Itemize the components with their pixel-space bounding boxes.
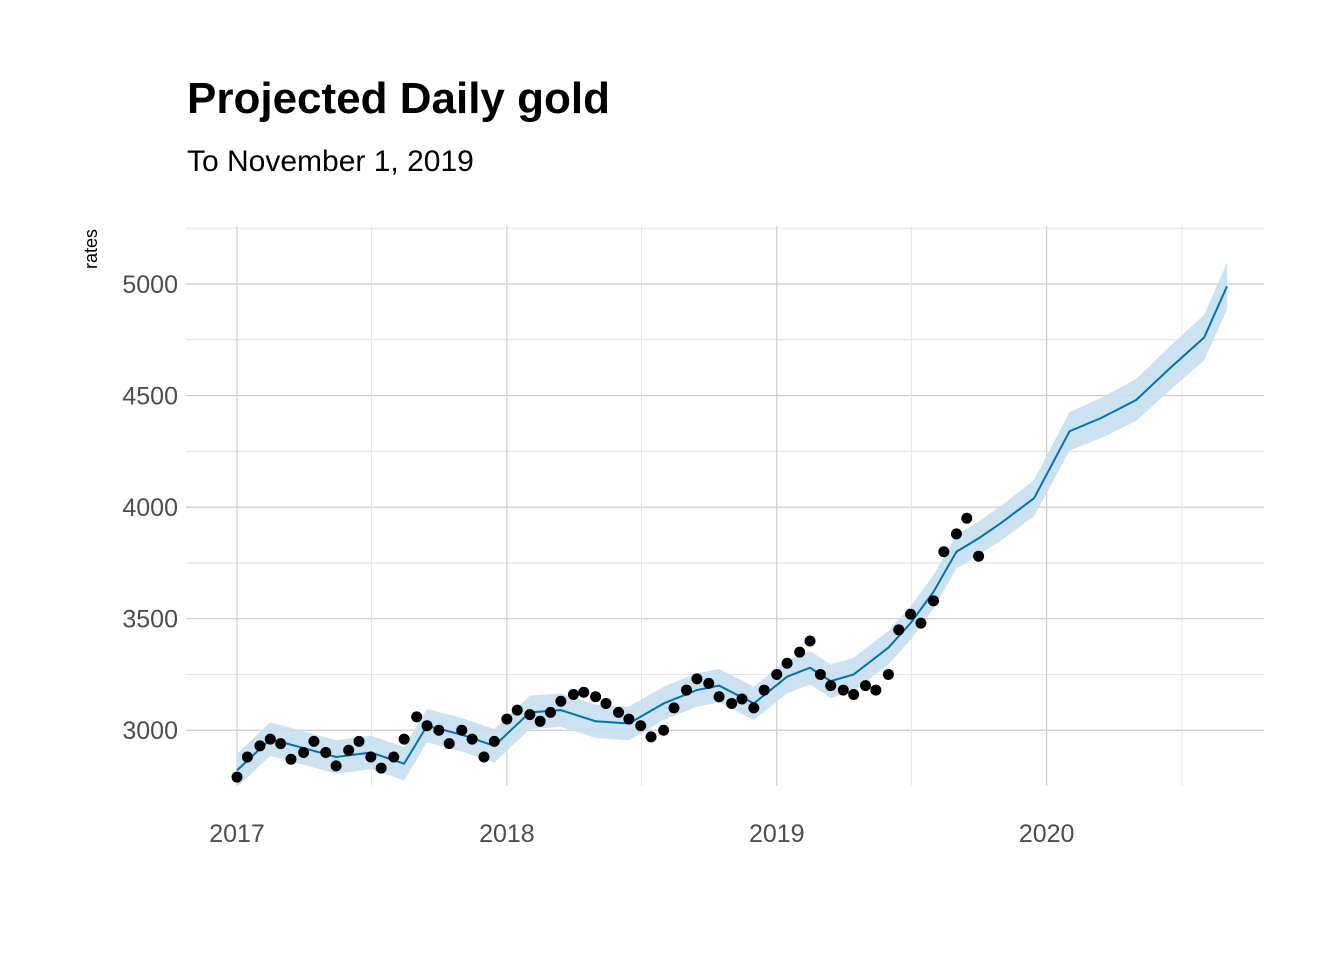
observed-points [231,512,985,783]
data-point [658,724,670,736]
data-point [411,711,423,723]
data-point [365,751,377,763]
data-point [781,657,793,669]
data-point [736,693,748,705]
data-point [545,706,557,718]
data-point [668,702,680,714]
data-point [567,689,579,701]
data-point [691,673,703,685]
data-point [915,617,927,629]
data-point [275,738,287,750]
data-point [330,760,342,772]
data-point [961,512,973,524]
x-axis-ticks: 2017 2018 2019 2020 [209,820,1074,848]
data-point [524,709,536,721]
data-point [859,680,871,692]
data-point [848,689,860,701]
data-point [478,751,490,763]
y-tick-label: 5000 [122,271,178,299]
data-point [771,668,783,680]
data-point [433,724,445,736]
data-point [870,684,882,696]
data-point [254,740,266,752]
y-tick-label: 4000 [122,494,178,522]
data-point [488,735,500,747]
grid [186,226,1264,786]
forecast-line [236,285,1228,772]
data-point [613,706,625,718]
y-axis-label: rates [81,229,101,269]
data-point [794,646,806,658]
data-point [511,704,523,716]
data-point [635,720,647,732]
data-point [534,715,546,727]
data-point [466,733,478,745]
data-point [353,735,365,747]
chart-title: Projected Daily gold [187,74,610,123]
x-tick-label: 2019 [749,820,805,848]
data-point [928,595,940,607]
y-axis-ticks: 3000 3500 4000 4500 5000 [122,271,178,745]
data-point [375,762,387,774]
data-point [882,668,894,680]
data-point [726,697,738,709]
data-point [555,695,567,707]
data-point [825,680,837,692]
forecast-line-group [236,285,1228,772]
data-point [950,528,962,540]
data-point [837,684,849,696]
data-point [285,753,297,765]
data-point [748,702,760,714]
data-point [804,635,816,647]
confidence-band [237,262,1228,788]
data-point [320,747,332,759]
data-point [814,668,826,680]
x-tick-label: 2020 [1019,820,1075,848]
data-point [388,751,400,763]
data-point [443,738,455,750]
data-point [703,677,715,689]
x-tick-label: 2017 [209,820,265,848]
data-point [456,724,468,736]
data-point [501,713,513,725]
data-point [231,771,243,783]
data-point [973,550,985,562]
y-tick-label: 4500 [122,383,178,411]
data-point [600,697,612,709]
data-point [623,713,635,725]
data-point [645,731,657,743]
data-point [713,691,725,703]
data-point [905,608,917,620]
data-point [308,735,320,747]
data-point [893,624,905,636]
data-point [343,744,355,756]
data-point [241,751,253,763]
x-tick-label: 2018 [479,820,535,848]
data-point [681,684,693,696]
y-tick-label: 3500 [122,606,178,634]
y-tick-label: 3000 [122,717,178,745]
chart-subtitle: To November 1, 2019 [187,145,474,178]
interval-band [237,262,1228,788]
data-point [590,691,602,703]
data-point [298,747,310,759]
data-point [264,733,276,745]
data-point [421,720,433,732]
data-point [398,733,410,745]
data-point [938,546,950,558]
data-point [578,686,590,698]
data-point [758,684,770,696]
